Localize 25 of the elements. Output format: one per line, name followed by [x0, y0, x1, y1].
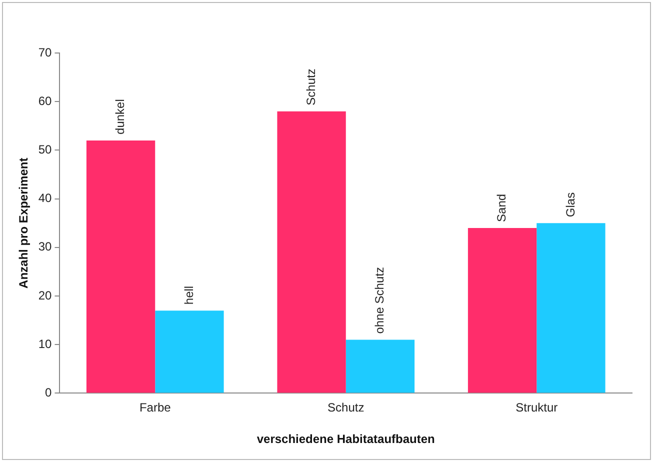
bar — [277, 111, 346, 393]
y-tick-label: 0 — [45, 386, 52, 400]
data-label: hell — [182, 286, 196, 305]
data-label: Glas — [563, 192, 578, 218]
bar — [155, 310, 224, 393]
x-tick-label: Struktur — [516, 400, 558, 415]
y-tick-label: 10 — [38, 336, 52, 351]
bar — [468, 228, 537, 393]
y-tick-label: 40 — [38, 191, 52, 206]
bar — [536, 223, 606, 393]
bar — [346, 340, 415, 393]
y-tick-label: 30 — [38, 240, 52, 254]
bar — [86, 140, 156, 393]
y-axis-title: Anzahl pro Experiment — [16, 158, 31, 288]
y-tick-label: 60 — [38, 94, 52, 108]
x-axis-title: verschiedene Habitataufbauten — [256, 432, 435, 446]
data-label: Sand — [494, 194, 509, 222]
data-label: ohne Schutz — [372, 267, 387, 334]
data-label: Schutz — [304, 68, 318, 106]
y-tick-label: 20 — [38, 288, 52, 302]
y-tick-label: 50 — [38, 142, 52, 157]
data-label: dunkel — [113, 99, 128, 134]
x-tick-label: Schutz — [328, 400, 364, 415]
y-tick-label: 70 — [38, 45, 52, 60]
x-tick-label: Farbe — [139, 400, 172, 415]
